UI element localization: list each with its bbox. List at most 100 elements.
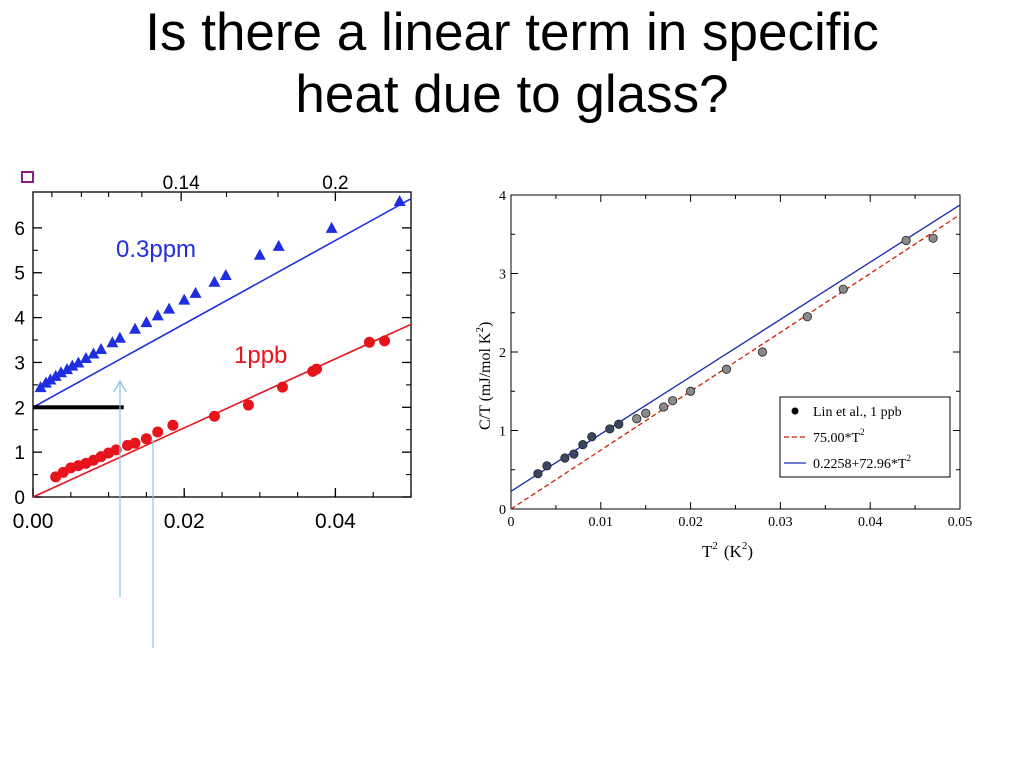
right-x-tick-label: 0.03 (768, 515, 793, 530)
right-x-tick-label: 0.04 (858, 515, 883, 530)
slide-title-line-1: Is there a linear term in specific (145, 3, 879, 62)
right-data-points (533, 233, 938, 479)
legend-box (779, 396, 951, 478)
annotation-1ppb: 1ppb (234, 342, 287, 369)
circle-point (110, 444, 122, 456)
left-y-tick-label: 3 (14, 353, 25, 374)
data-point (659, 402, 669, 412)
circle-point (208, 410, 220, 422)
right-y-tick-label: 3 (499, 268, 506, 283)
left-y-tick-labels: 0 1 2 3 4 5 6 (14, 219, 25, 509)
left-y-tick-label: 6 (14, 219, 25, 240)
left-y-tick-label: 4 (14, 309, 25, 330)
triangle-point (87, 347, 100, 359)
data-point (757, 347, 768, 357)
left-plot-frame (32, 191, 412, 498)
triangle-point (178, 293, 191, 305)
left-chart: 0 1 2 3 4 5 6 0.00 0.02 0.04 0.14 0.2 0.3ppm 1ppb (13, 173, 412, 533)
data-point (569, 449, 579, 459)
left-data-points (34, 194, 406, 483)
circle-point (140, 433, 152, 445)
data-point (632, 414, 642, 424)
right-y-tick-label: 2 (499, 346, 506, 361)
right-x-tick-label: 0.01 (589, 515, 614, 530)
left-x-tick-labels: 0.00 0.02 0.04 (13, 510, 357, 533)
triangle-point (49, 369, 62, 381)
triangle-point (393, 194, 406, 206)
bullet-square-icon (21, 171, 34, 183)
triangle-point (208, 275, 221, 287)
circle-point (167, 419, 179, 431)
legend-label-fit-1: 75.00*T2 (813, 427, 865, 446)
triangle-point (79, 351, 92, 363)
data-point (533, 469, 543, 479)
data-point (641, 408, 651, 418)
left-axis-ticks (32, 192, 412, 498)
left-y-tick-label: 2 (14, 398, 25, 419)
left-x-tick-label: 0.04 (315, 510, 356, 533)
legend-label-data: Lin et al., 1 ppb (813, 405, 902, 420)
arrow-head-icon (113, 379, 127, 393)
data-point (542, 461, 552, 471)
data-point (605, 424, 615, 434)
triangle-point (44, 373, 57, 385)
data-point (560, 453, 570, 463)
right-x-axis-label: T2 (K2) (702, 540, 753, 561)
triangle-point (106, 336, 119, 348)
left-top-tick-labels: 0.14 0.2 (163, 173, 349, 194)
circle-point (363, 336, 375, 348)
data-point (668, 396, 678, 406)
triangle-point (113, 331, 126, 343)
right-y-axis-label: C/T (mJ/mol K2) (474, 322, 494, 430)
triangle-point (95, 342, 108, 354)
right-y-tick-label: 4 (499, 189, 506, 204)
right-y-tick-label: 0 (499, 503, 506, 518)
triangle-point (61, 363, 74, 375)
right-axis-ticks (510, 194, 961, 510)
triangle-point (54, 366, 67, 378)
circle-point (129, 437, 141, 449)
triangle-point (140, 316, 153, 328)
data-point (685, 386, 696, 396)
triangle-point (253, 248, 266, 260)
baseline-bar (33, 405, 124, 410)
circle-point (311, 363, 322, 375)
triangle-point (272, 239, 285, 251)
triangle-point (325, 221, 338, 233)
left-top-tick-label: 0.2 (322, 173, 348, 194)
right-y-tick-labels: 0 1 2 3 4 (499, 189, 506, 518)
data-point (721, 364, 732, 374)
data-point (838, 284, 848, 294)
right-y-tick-label: 1 (499, 425, 506, 440)
triangle-point (151, 309, 164, 321)
circle-point (379, 335, 391, 347)
slide-title-line-2: heat due to glass? (295, 65, 729, 124)
legend-marker-circle (791, 407, 799, 415)
circle-point (242, 399, 254, 411)
data-point (928, 233, 938, 243)
circle-point (152, 426, 164, 438)
triangle-point (66, 359, 79, 371)
left-fit-lines (32, 198, 412, 498)
left-x-tick-label: 0.00 (13, 510, 54, 533)
right-x-tick-label: 0.02 (678, 515, 703, 530)
triangle-point (219, 268, 232, 280)
left-y-tick-label: 0 (14, 488, 25, 509)
data-point (587, 432, 597, 442)
fit-line-dashed (510, 214, 961, 510)
left-top-tick-label: 0.14 (163, 173, 200, 194)
left-x-tick-label: 0.02 (164, 510, 205, 533)
legend-label-fit-2: 0.2258+72.96*T2 (813, 453, 911, 472)
annotation-arrows (113, 379, 154, 648)
circle-point (276, 381, 288, 393)
triangle-point (189, 286, 202, 298)
left-y-tick-label: 5 (14, 264, 25, 285)
data-point (901, 235, 911, 246)
slide-title: Is there a linear term in specific heat … (0, 2, 1024, 126)
data-point (614, 419, 624, 429)
data-point (578, 440, 588, 450)
right-x-tick-label: 0.05 (948, 515, 973, 530)
left-y-tick-label: 1 (14, 443, 25, 464)
